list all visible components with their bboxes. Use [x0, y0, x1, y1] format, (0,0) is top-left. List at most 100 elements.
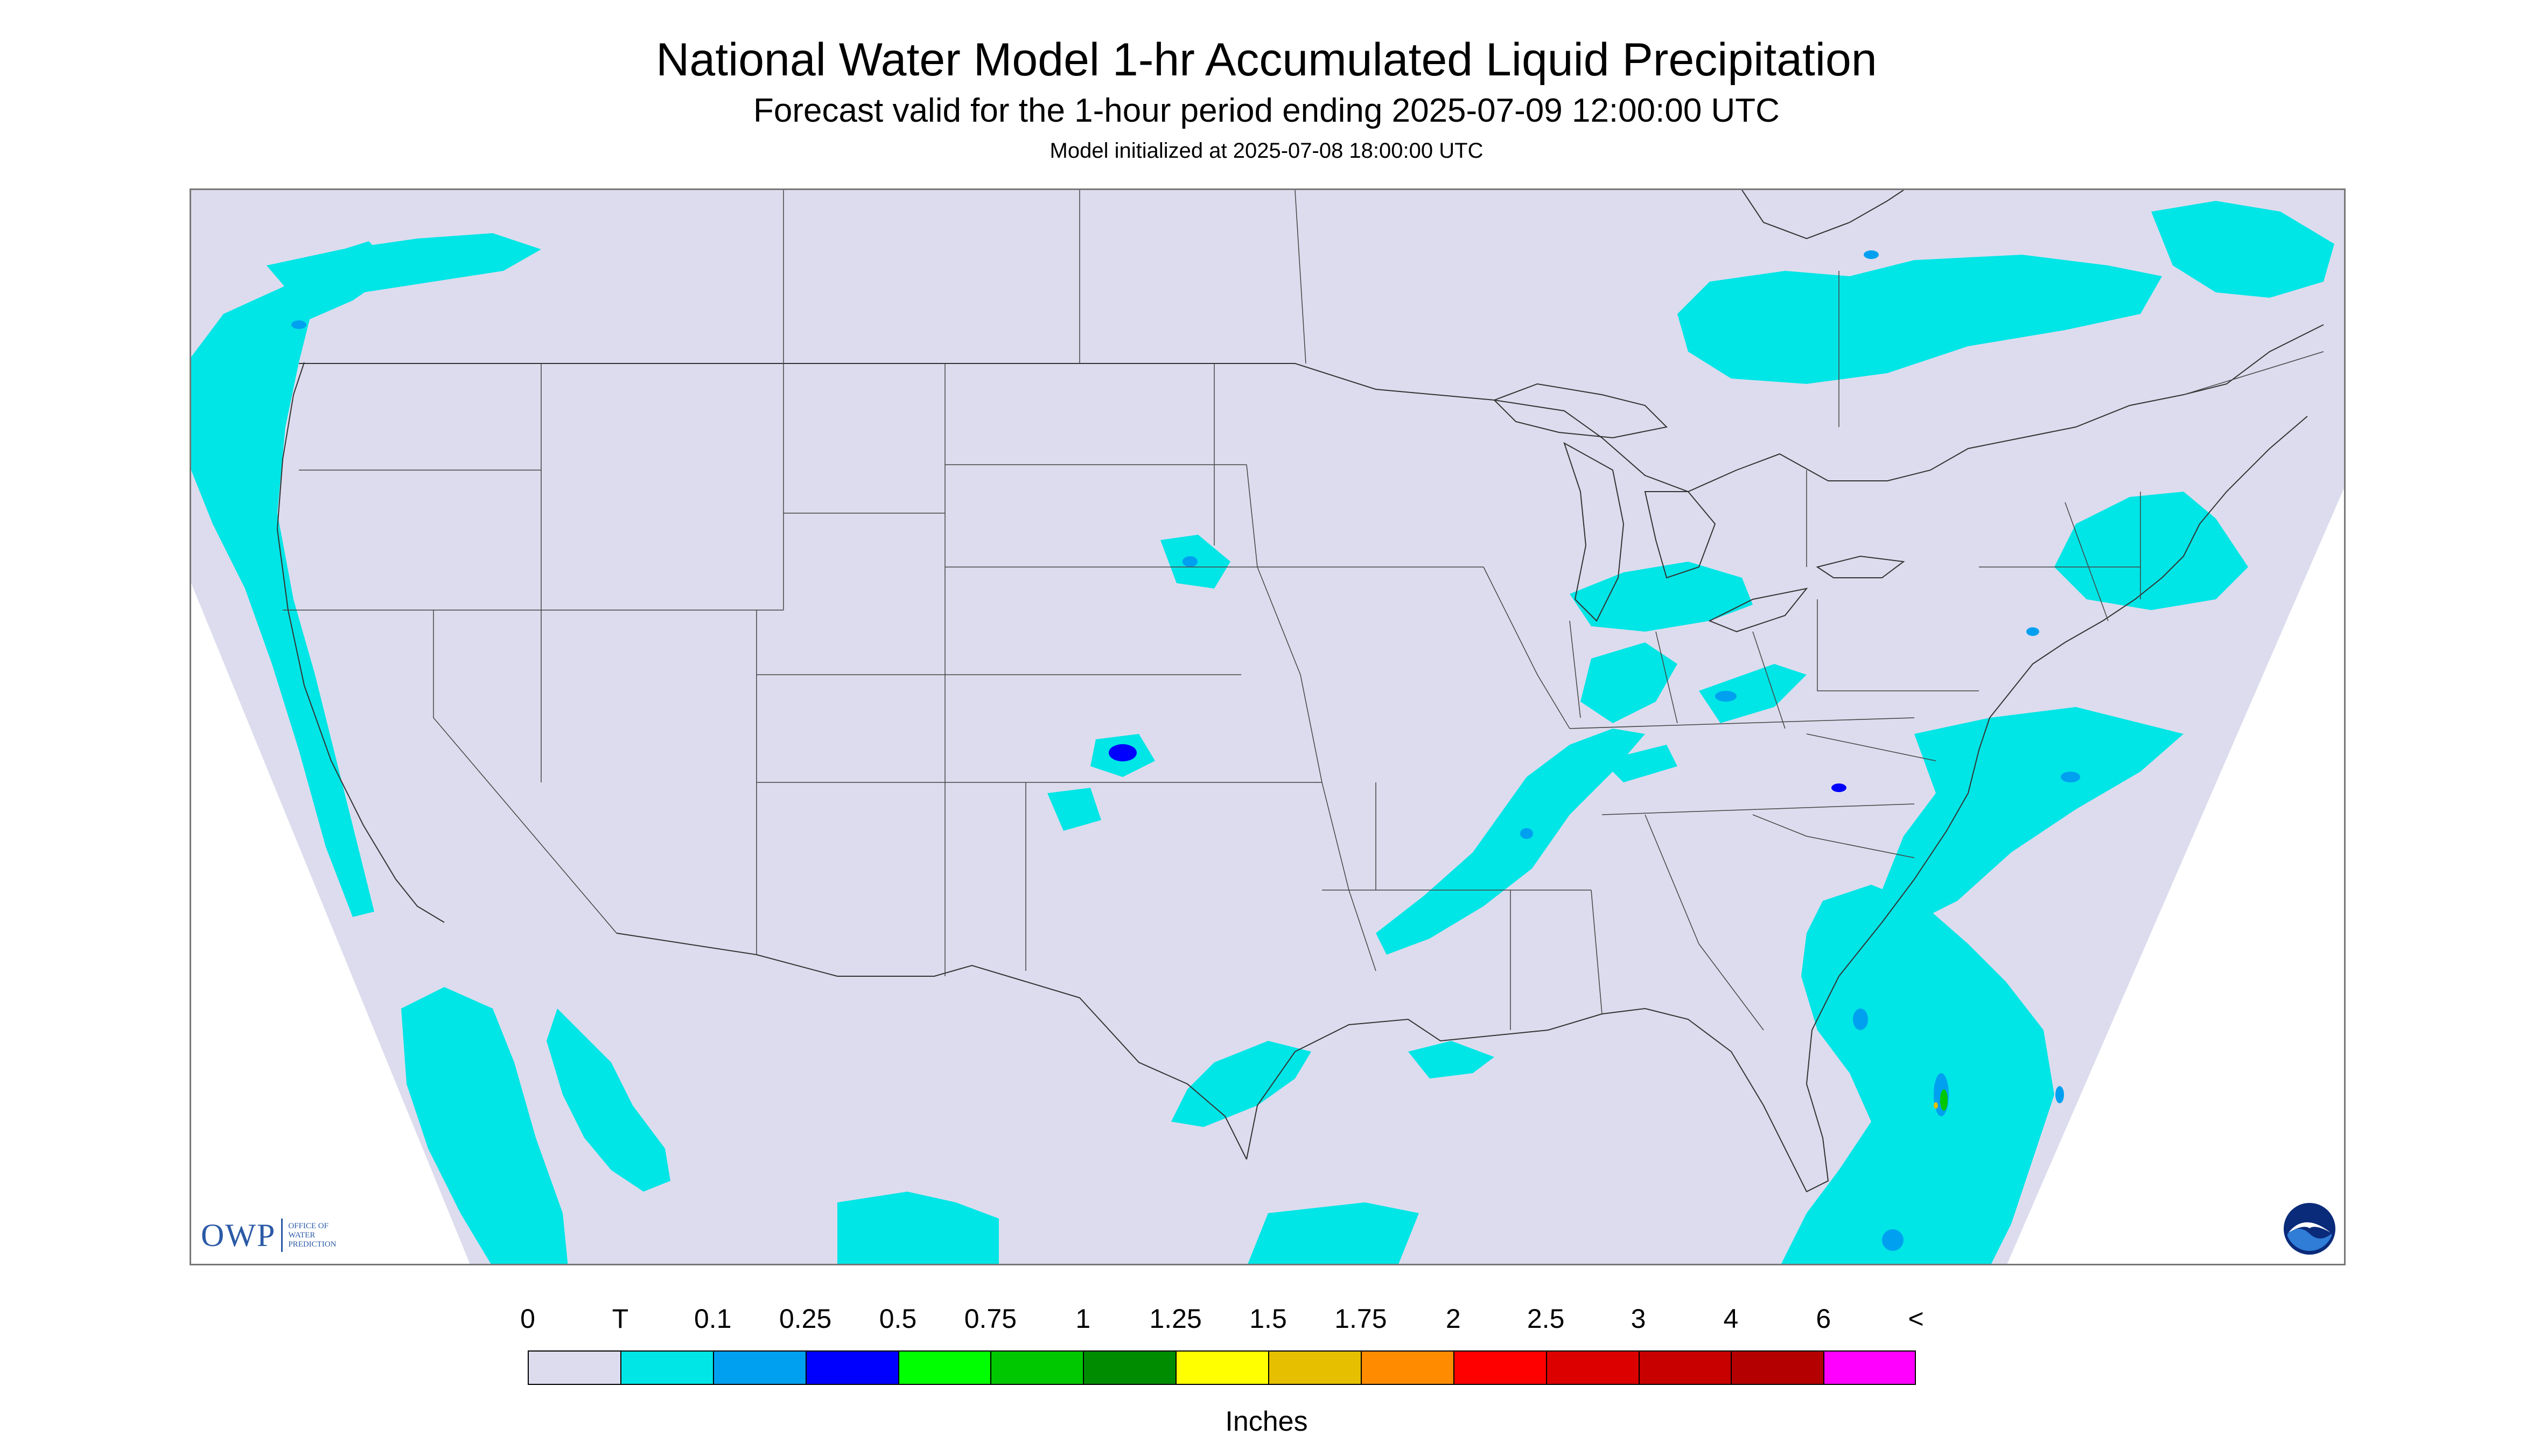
precip-core [1520, 828, 1533, 839]
precip-core [1182, 556, 1198, 567]
precip-atlantic-southeast [1781, 885, 2054, 1264]
state-line [1601, 803, 1915, 815]
precip-mississippi-band [1376, 729, 1645, 955]
map-canvas [191, 190, 2344, 1264]
legend-swatch [712, 1350, 806, 1385]
state-line [433, 610, 617, 934]
precip-trace-areas [191, 201, 2334, 1264]
us-mexico-border [616, 933, 1247, 1160]
map-subtitle: Forecast valid for the 1-hour period end… [753, 92, 1780, 129]
precip-core [1882, 1229, 1904, 1251]
legend-tick-label: 2 [1445, 1304, 1461, 1334]
great-lakes-huron [1644, 491, 1716, 579]
province-line [1295, 190, 1306, 364]
legend-swatch [1638, 1350, 1731, 1385]
state-line [1817, 599, 1979, 691]
legend-tick-label: 1.75 [1334, 1304, 1387, 1334]
legend-swatch [1360, 1350, 1453, 1385]
legend-swatch [1545, 1350, 1639, 1385]
state-line [2065, 502, 2109, 621]
legend-swatch [1175, 1350, 1268, 1385]
legend-swatch [805, 1350, 898, 1385]
precip-bc-coast [267, 233, 541, 303]
precipitation-map: OWP OFFICE OF WATER PREDICTION [190, 188, 2346, 1265]
owp-logo-text: OWP [201, 1217, 276, 1253]
state-line [1591, 890, 1603, 1014]
precip-core [1715, 691, 1737, 702]
precip-atlantic-band [1882, 707, 2184, 922]
precip-core [291, 320, 306, 329]
hudson-bay-coast [1741, 190, 1904, 240]
legend-tick-label: 1.25 [1149, 1304, 1202, 1334]
legend-tick-label: 6 [1816, 1304, 1831, 1334]
legend-swatch [898, 1350, 991, 1385]
great-lakes-erie [1708, 587, 1808, 633]
precip-ohio-valley [1699, 664, 1807, 723]
owp-logo-line: PREDICTION [288, 1240, 337, 1249]
legend-tick-label: T [612, 1304, 629, 1334]
legend-tick-label: 0 [520, 1304, 535, 1334]
boundaries [276, 190, 2324, 1193]
us-canada-border [299, 324, 2324, 493]
state-line [1752, 814, 1915, 858]
precip-core [2061, 772, 2080, 782]
great-lakes-michigan [1563, 442, 1625, 622]
state-line [1655, 631, 1678, 724]
legend-tick-label: 3 [1631, 1304, 1646, 1334]
precip-oklahoma [1047, 788, 1101, 831]
legend-tick-label: < [1908, 1304, 1924, 1334]
noaa-logo-wave [2287, 1229, 2332, 1251]
precip-pacific-nw [191, 241, 396, 917]
map-title: National Water Model 1-hr Accumulated Li… [656, 34, 1877, 86]
noaa-logo-gull [2289, 1222, 2331, 1233]
state-line [1569, 717, 1915, 729]
precip-core [2026, 627, 2039, 636]
legend-swatch [1823, 1350, 1916, 1385]
precip-core [1109, 744, 1137, 761]
owp-logo: OWP OFFICE OF WATER PREDICTION [201, 1217, 337, 1253]
noaa-logo [2284, 1203, 2335, 1255]
owp-logo-subtitle: OFFICE OF WATER PREDICTION [288, 1222, 336, 1249]
legend-swatch [1268, 1350, 1361, 1385]
precip-new-england [2054, 492, 2248, 610]
state-line [1752, 631, 1786, 729]
precip-core [1934, 1102, 1938, 1109]
legend-swatch [1083, 1350, 1176, 1385]
state-line [1569, 620, 1581, 718]
state-line [1483, 566, 1570, 729]
legend-swatch [1453, 1350, 1546, 1385]
state-lines [283, 363, 2141, 1031]
model-init-line: Model initialized at 2025-07-08 18:00:00… [1049, 139, 1484, 163]
precip-baja-pacific [401, 987, 568, 1264]
province-line [2183, 351, 2324, 395]
legend-swatch [528, 1350, 620, 1385]
state-line [1246, 464, 1323, 783]
legend-swatch [1731, 1350, 1824, 1385]
legend-tick-label: 0.5 [879, 1304, 917, 1334]
legend-tick-label: 1 [1075, 1304, 1091, 1334]
precip-mexico-sw [837, 1192, 999, 1264]
precip-gulf-south [1248, 1202, 1419, 1264]
precip-core [1853, 1009, 1868, 1030]
us-gulf-coast [1246, 1007, 1829, 1193]
legend-tick-label: 2.5 [1527, 1304, 1565, 1334]
legend-units: Inches [1225, 1406, 1308, 1437]
precip-quebec [2151, 201, 2334, 298]
legend-tick-label: 1.5 [1249, 1304, 1287, 1334]
precip-core [1831, 783, 1846, 792]
legend-tick-label: 4 [1723, 1304, 1739, 1334]
legend-tick-label: 0.1 [694, 1304, 732, 1334]
owp-logo-line: WATER [288, 1230, 316, 1240]
precip-core [1940, 1089, 1948, 1111]
precip-baja-gulf [547, 1009, 670, 1192]
precip-kentucky [1602, 745, 1677, 782]
great-lakes-superior [1493, 383, 1668, 439]
owp-logo-line: OFFICE OF [288, 1221, 328, 1230]
precip-florida-gulf [1408, 1041, 1494, 1079]
legend-tick-label: 0.25 [779, 1304, 832, 1334]
precip-core [1864, 250, 1879, 259]
map-domain [191, 190, 2344, 1264]
legend-swatch [620, 1350, 713, 1385]
precip-heavier-cores [291, 250, 2080, 1251]
us-west-coast [276, 362, 445, 923]
